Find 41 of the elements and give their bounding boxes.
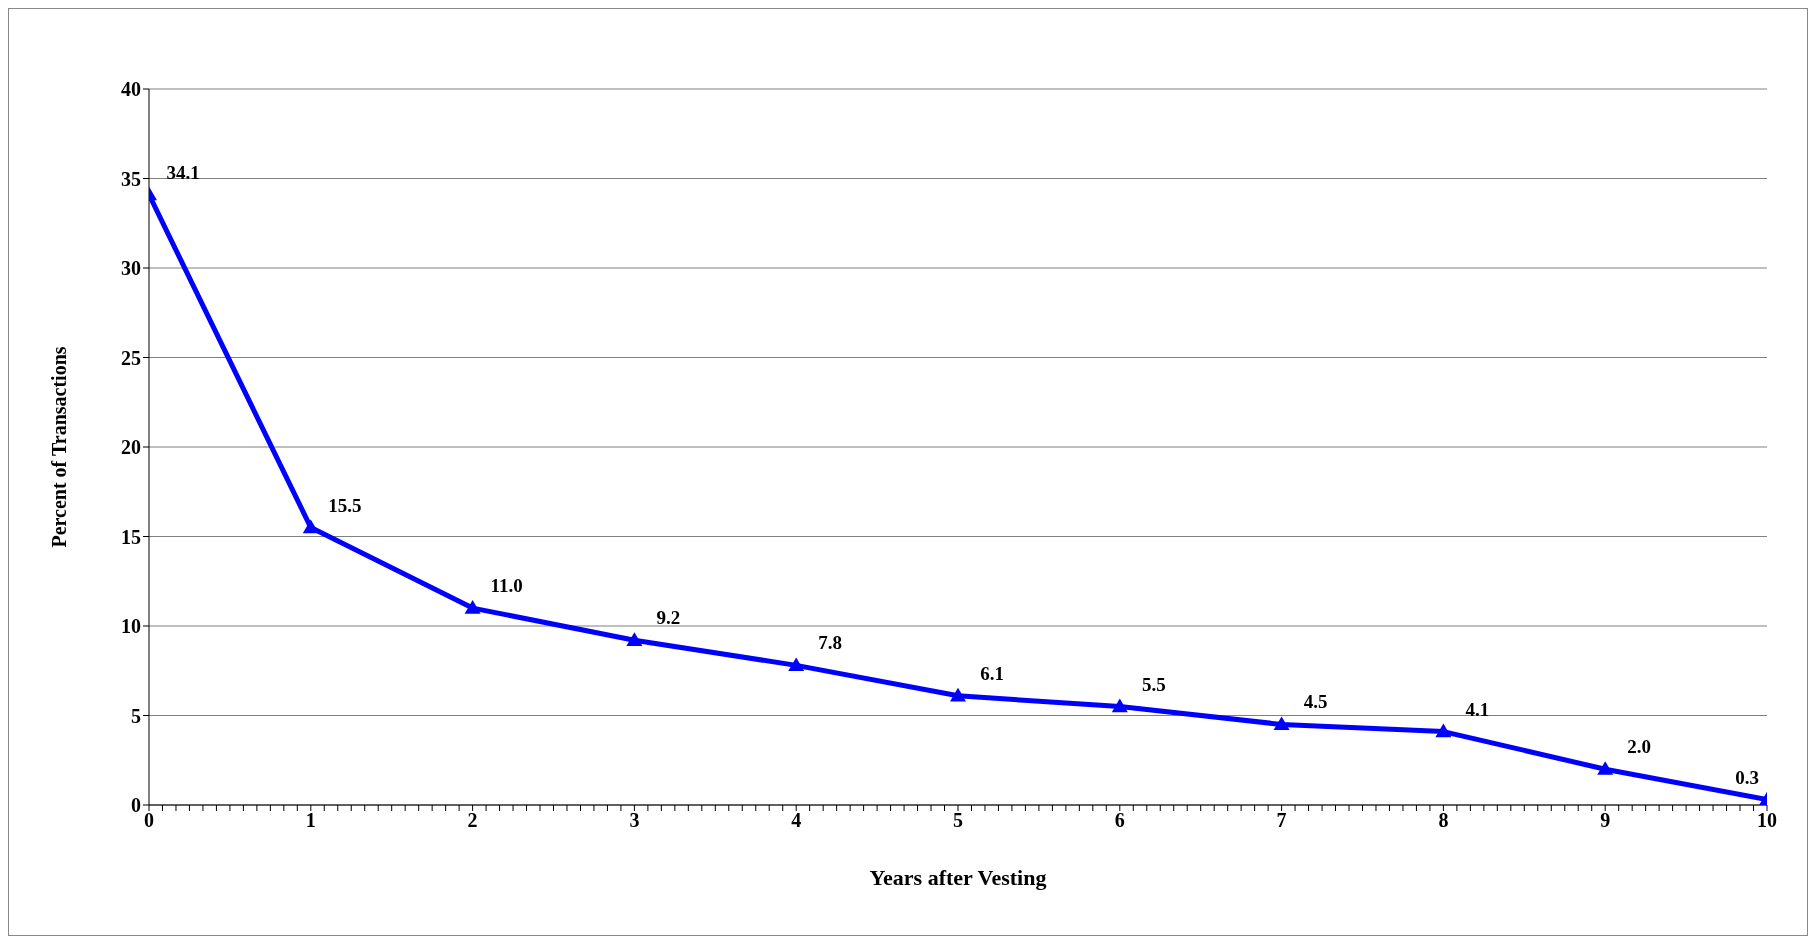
- x-tick-label: 4: [791, 809, 802, 832]
- y-tick-label: 0: [131, 794, 141, 817]
- point: [1111, 698, 1128, 713]
- y-tick-label: 10: [121, 615, 141, 638]
- point: [464, 600, 481, 614]
- y-tick-label: 5: [131, 704, 141, 727]
- x-tick-label: 8: [1438, 809, 1449, 832]
- point: [302, 519, 319, 534]
- x-tick-label: 1: [305, 809, 316, 832]
- data-label: 11.0: [490, 575, 523, 597]
- data-label: 9.2: [656, 607, 681, 629]
- x-tick-label: 9: [1600, 809, 1611, 832]
- y-tick-label: 20: [121, 436, 141, 459]
- point: [950, 687, 966, 702]
- x-tick-label: 7: [1276, 809, 1287, 832]
- y-tick-label: 25: [121, 346, 141, 369]
- point: [1273, 716, 1290, 731]
- data-label: 2.0: [1627, 736, 1652, 758]
- y-tick-label: 30: [121, 257, 141, 280]
- y-axis-title: Percent of Transactions: [48, 346, 71, 548]
- y-tick-label: 40: [121, 78, 141, 101]
- data-label: 6.1: [980, 662, 1004, 684]
- data-label: 4.5: [1303, 691, 1328, 713]
- x-tick-label: 5: [953, 809, 963, 832]
- x-tick-label: 10: [1757, 809, 1777, 832]
- point: [788, 657, 805, 671]
- point: [626, 632, 643, 646]
- data-label: 4.1: [1465, 698, 1490, 720]
- data-label: 7.8: [818, 632, 843, 654]
- point: [1435, 723, 1452, 738]
- data-label: 15.5: [328, 494, 362, 516]
- data-label: 34.1: [166, 161, 200, 183]
- x-axis-title: Years after Vesting: [869, 865, 1047, 890]
- y-tick-label: 35: [121, 167, 141, 190]
- x-tick-label: 3: [629, 809, 640, 832]
- y-tick-label: 15: [121, 525, 141, 548]
- x-tick-label: 2: [467, 809, 478, 832]
- data-label: 5.5: [1141, 673, 1166, 695]
- x-tick-label: 6: [1114, 809, 1125, 832]
- point: [1597, 761, 1614, 775]
- data-label: 0.3: [1735, 766, 1759, 788]
